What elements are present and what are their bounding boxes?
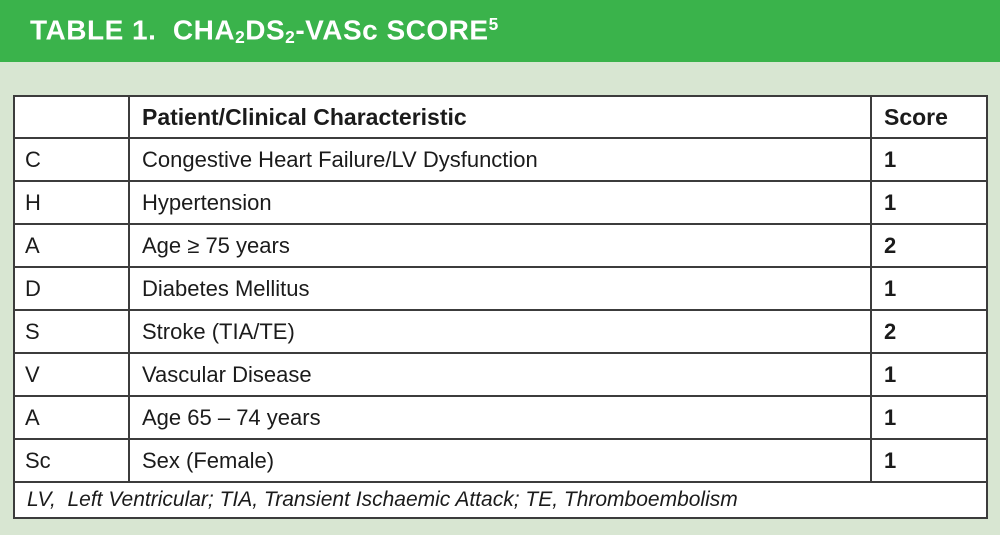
row-letter: S: [13, 309, 130, 354]
table-row: A Age 65 – 74 years 1: [13, 395, 988, 440]
row-score: 2: [870, 223, 988, 268]
table-row: D Diabetes Mellitus 1: [13, 266, 988, 311]
table-header-row: Patient/Clinical Characteristic Score: [13, 95, 988, 139]
header-letter-cell: [13, 95, 130, 139]
row-letter: A: [13, 395, 130, 440]
title-segment-2: DS: [245, 14, 286, 46]
row-characteristic: Sex (Female): [128, 438, 872, 483]
table-footnote-row: LV, Left Ventricular; TIA, Transient Isc…: [13, 481, 988, 519]
row-characteristic: Age ≥ 75 years: [128, 223, 872, 268]
row-letter: H: [13, 180, 130, 225]
row-letter: V: [13, 352, 130, 397]
table-title-banner: TABLE 1. CHA2DS2-VASc SCORE5: [0, 0, 1000, 62]
row-score: 1: [870, 395, 988, 440]
row-score: 1: [870, 137, 988, 182]
row-score: 2: [870, 309, 988, 354]
row-letter: Sc: [13, 438, 130, 483]
table-row: C Congestive Heart Failure/LV Dysfunctio…: [13, 137, 988, 182]
row-score: 1: [870, 438, 988, 483]
row-characteristic: Age 65 – 74 years: [128, 395, 872, 440]
title-segment-3: -VASc SCORE: [295, 14, 489, 46]
row-characteristic: Stroke (TIA/TE): [128, 309, 872, 354]
table-row: S Stroke (TIA/TE) 2: [13, 309, 988, 354]
row-characteristic: Hypertension: [128, 180, 872, 225]
page-title: TABLE 1. CHA2DS2-VASc SCORE5: [30, 14, 499, 48]
score-table-container: Patient/Clinical Characteristic Score C …: [13, 95, 988, 519]
header-score-cell: Score: [870, 95, 988, 139]
chads-vasc-score-table: Patient/Clinical Characteristic Score C …: [13, 95, 988, 519]
row-score: 1: [870, 180, 988, 225]
title-segment-1: TABLE 1. CHA: [30, 14, 236, 46]
title-superscript-reference: 5: [488, 13, 499, 34]
table-row: V Vascular Disease 1: [13, 352, 988, 397]
header-characteristic-cell: Patient/Clinical Characteristic: [128, 95, 872, 139]
table-row: Sc Sex (Female) 1: [13, 438, 988, 483]
table-row: A Age ≥ 75 years 2: [13, 223, 988, 268]
table-row: H Hypertension 1: [13, 180, 988, 225]
row-score: 1: [870, 352, 988, 397]
row-characteristic: Diabetes Mellitus: [128, 266, 872, 311]
row-letter: A: [13, 223, 130, 268]
row-letter: D: [13, 266, 130, 311]
row-characteristic: Vascular Disease: [128, 352, 872, 397]
abbreviations-footnote: LV, Left Ventricular; TIA, Transient Isc…: [13, 481, 988, 519]
title-subscript-2: 2: [285, 27, 296, 47]
row-letter: C: [13, 137, 130, 182]
row-score: 1: [870, 266, 988, 311]
row-characteristic: Congestive Heart Failure/LV Dysfunction: [128, 137, 872, 182]
title-subscript-1: 2: [235, 27, 246, 47]
